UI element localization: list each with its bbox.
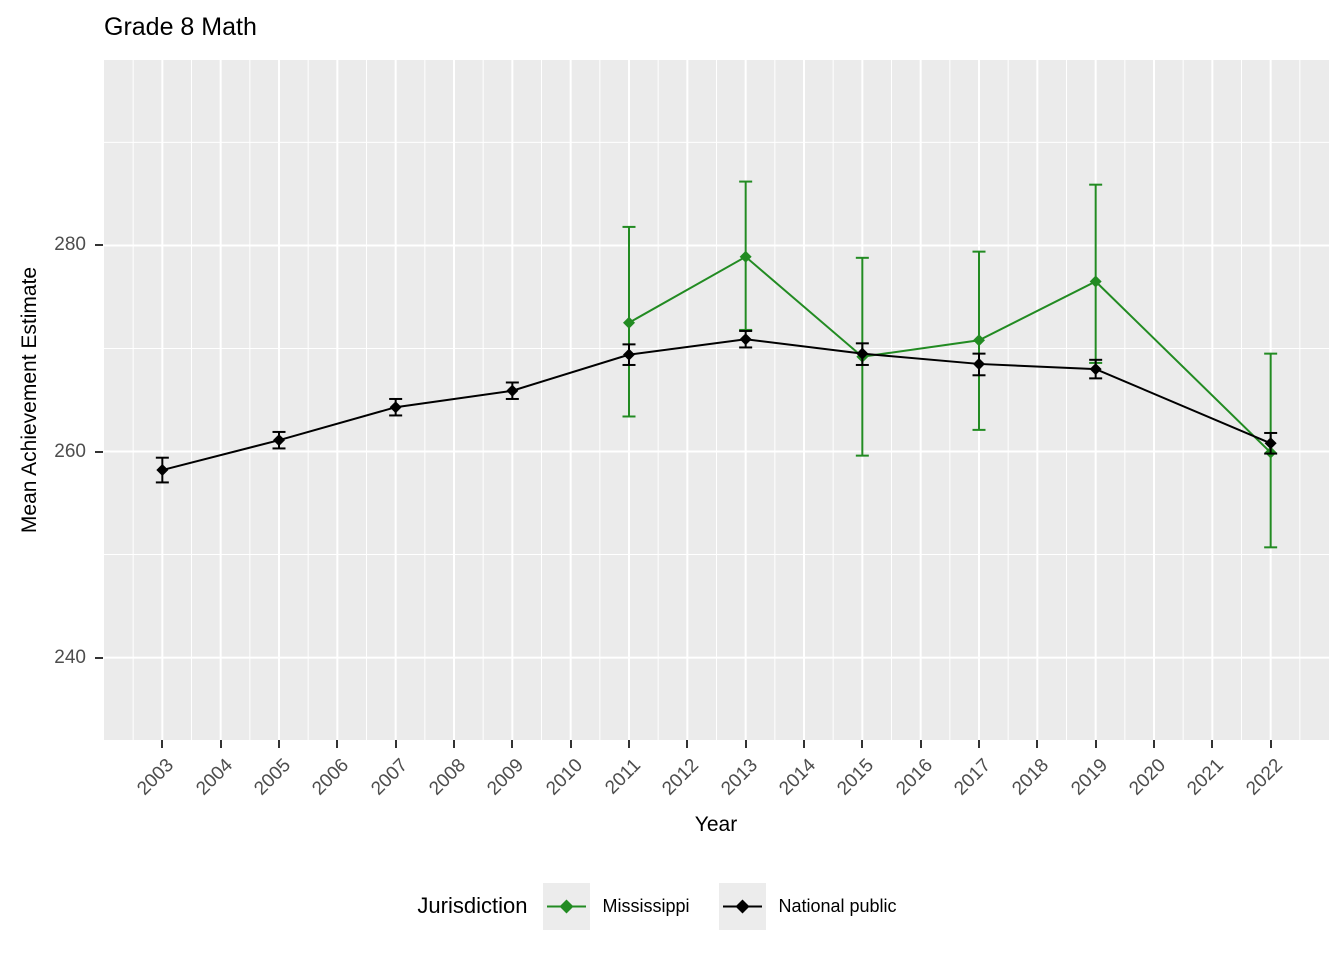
series-line xyxy=(162,338,1272,472)
data-point xyxy=(156,464,169,477)
x-tick-mark xyxy=(744,740,747,748)
x-tick-mark xyxy=(1036,740,1039,748)
data-point xyxy=(273,434,285,447)
x-tick-mark xyxy=(394,740,397,748)
data-point xyxy=(856,347,869,360)
plot-area xyxy=(104,60,1329,740)
legend-key xyxy=(719,882,767,930)
y-tick-label: 240 xyxy=(54,646,86,668)
x-tick-mark xyxy=(161,740,164,748)
data-point xyxy=(389,401,402,414)
x-tick-mark xyxy=(978,740,980,748)
x-tick-mark xyxy=(511,740,514,748)
data-point xyxy=(973,334,985,347)
x-tick-mark xyxy=(1269,740,1272,748)
legend-title: Jurisdiction xyxy=(417,893,528,918)
x-tick-mark xyxy=(278,740,280,748)
x-tick-mark xyxy=(1211,740,1214,748)
legend-symbol xyxy=(547,899,587,913)
x-tick-mark xyxy=(803,740,805,748)
x-tick-mark xyxy=(336,740,339,748)
x-tick-mark xyxy=(1094,740,1097,748)
x-tick-mark xyxy=(628,740,630,748)
legend-label: Mississippi xyxy=(602,895,690,916)
y-tick-mark xyxy=(95,450,103,453)
x-tick-mark xyxy=(1153,740,1155,748)
data-point xyxy=(623,348,635,361)
data-point xyxy=(739,250,752,263)
series-line xyxy=(628,255,1272,454)
y-axis-title: Mean Achievement Estimate xyxy=(18,266,41,534)
y-tick-label: 280 xyxy=(54,234,86,256)
data-point xyxy=(623,316,635,329)
x-tick-mark xyxy=(686,740,689,748)
data-point xyxy=(1264,437,1277,450)
legend-key xyxy=(543,882,591,930)
data-point xyxy=(739,333,752,346)
legend-symbol xyxy=(723,899,763,913)
x-tick-mark xyxy=(569,740,572,748)
y-tick-mark xyxy=(95,244,103,247)
x-tick-mark xyxy=(861,740,864,748)
x-tick-mark xyxy=(453,740,455,748)
legend-label: National public xyxy=(778,895,897,916)
plot-title: Grade 8 Math xyxy=(104,13,257,41)
legend: Jurisdiction Mississippi National public xyxy=(0,881,1344,931)
x-tick-mark xyxy=(219,740,222,748)
data-point xyxy=(973,357,985,370)
data-point xyxy=(506,384,519,397)
x-tick-mark xyxy=(919,740,922,748)
plot-panel xyxy=(104,60,1329,740)
data-point xyxy=(1089,275,1102,288)
data-point xyxy=(1089,363,1102,376)
y-tick-mark xyxy=(95,656,103,659)
x-axis-title: Year xyxy=(694,813,738,836)
y-tick-label: 260 xyxy=(54,440,86,462)
